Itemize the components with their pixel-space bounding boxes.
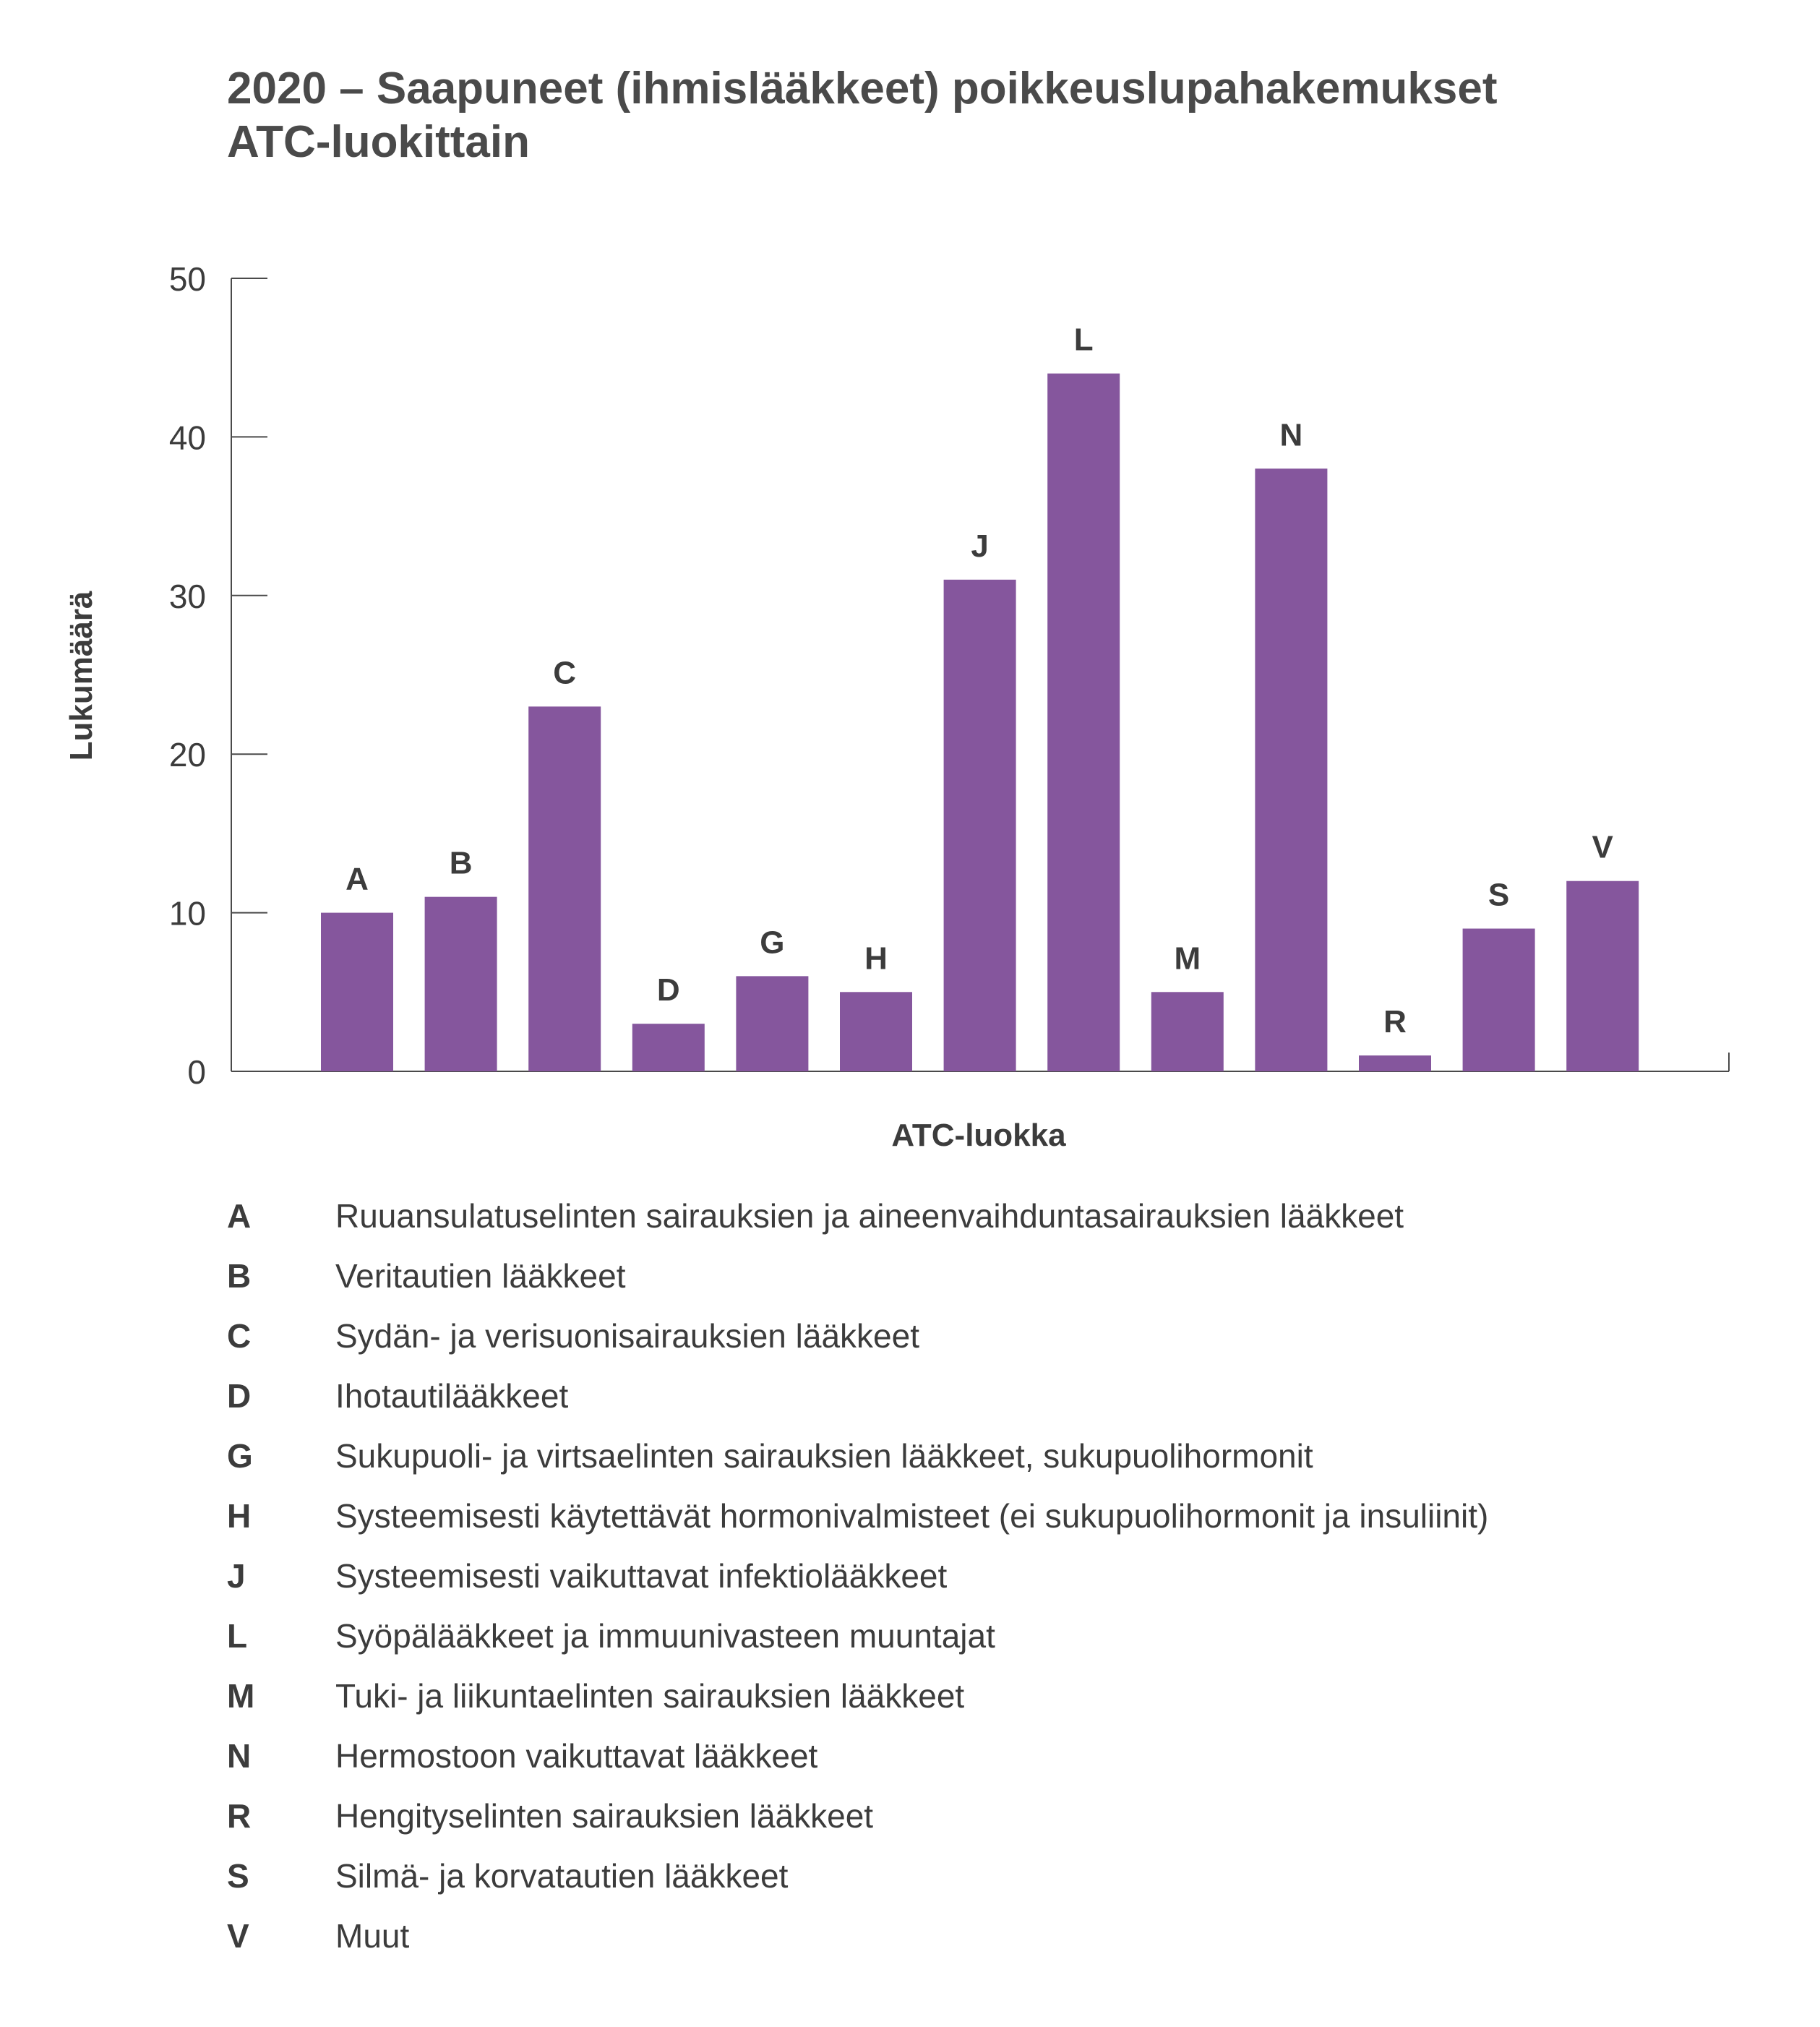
legend-text: Hermostoon vaikuttavat lääkkeet: [335, 1736, 818, 1775]
legend-item: M Tuki- ja liikuntaelinten sairauksien l…: [227, 1666, 1781, 1726]
legend-text: Syöpälääkkeet ja immuunivasteen muuntaja…: [335, 1616, 995, 1655]
bar-d: [632, 1024, 705, 1071]
bar-n: [1255, 468, 1328, 1071]
legend-item: V Muut: [227, 1906, 1781, 1966]
bar-label-l: L: [1074, 322, 1094, 358]
bar-h: [840, 992, 912, 1071]
legend-code: L: [227, 1616, 248, 1655]
legend-item: L Syöpälääkkeet ja immuunivasteen muunta…: [227, 1606, 1781, 1666]
legend-text: Systeemisesti käytettävät hormonivalmist…: [335, 1496, 1489, 1535]
legend-item: N Hermostoon vaikuttavat lääkkeet: [227, 1726, 1781, 1786]
legend-code: N: [227, 1736, 252, 1775]
legend-text: Hengityselinten sairauksien lääkkeet: [335, 1796, 874, 1835]
legend-item: D Ihotautilääkkeet: [227, 1366, 1781, 1426]
bar-j: [943, 579, 1016, 1071]
legend-item: G Sukupuoli- ja virtsaelinten sairauksie…: [227, 1426, 1781, 1486]
legend-text: Systeemisesti vaikuttavat infektiolääkke…: [335, 1556, 948, 1595]
y-tick-label: 40: [169, 419, 206, 456]
bar-c: [528, 706, 601, 1071]
bar-g: [736, 976, 809, 1071]
bar-label-c: C: [553, 655, 576, 690]
y-tick-label: 50: [169, 260, 206, 298]
bar-label-d: D: [657, 972, 680, 1008]
legend-item: S Silmä- ja korvatautien lääkkeet: [227, 1846, 1781, 1906]
chart-title-line-2: ATC-luokittain: [227, 117, 531, 167]
legend-item: C Sydän- ja verisuonisairauksien lääkkee…: [227, 1306, 1781, 1366]
legend-code: M: [227, 1676, 255, 1715]
chart-title: 2020 – Saapuneet (ihmislääkkeet) poikkeu…: [227, 62, 1745, 169]
legend-code: B: [227, 1256, 252, 1295]
bar-label-j: J: [971, 528, 988, 564]
legend-code: D: [227, 1376, 252, 1415]
legend-code: C: [227, 1316, 252, 1355]
bar-s: [1462, 928, 1535, 1071]
legend-code: H: [227, 1496, 252, 1535]
legend-code: S: [227, 1856, 249, 1895]
bar-label-h: H: [864, 940, 888, 976]
legend-item: B Veritautien lääkkeet: [227, 1246, 1781, 1306]
legend-text: Sydän- ja verisuonisairauksien lääkkeet: [335, 1316, 919, 1355]
y-tick-label: 30: [169, 578, 206, 615]
y-tick-label: 10: [169, 895, 206, 933]
chart-title-line-1: 2020 – Saapuneet (ihmislääkkeet) poikkeu…: [227, 64, 1498, 113]
bar-label-b: B: [450, 846, 473, 881]
legend-item: H Systeemisesti käytettävät hormonivalmi…: [227, 1486, 1781, 1546]
bar-label-r: R: [1383, 1004, 1407, 1040]
bar-label-g: G: [760, 925, 784, 960]
bar-a: [321, 912, 393, 1071]
legend-text: Ruuansulatuselinten sairauksien ja ainee…: [335, 1196, 1404, 1235]
legend-text: Sukupuoli- ja virtsaelinten sairauksien …: [335, 1436, 1313, 1475]
legend-code: J: [227, 1556, 246, 1595]
legend-text: Muut: [335, 1916, 410, 1955]
legend-code: V: [227, 1916, 249, 1955]
bar-label-v: V: [1592, 830, 1614, 865]
legend-item: A Ruuansulatuselinten sairauksien ja ain…: [227, 1186, 1781, 1246]
y-tick-label: 0: [187, 1053, 206, 1091]
legend-code: G: [227, 1436, 253, 1475]
legend-text: Tuki- ja liikuntaelinten sairauksien lää…: [335, 1676, 965, 1715]
legend-text: Silmä- ja korvatautien lääkkeet: [335, 1856, 789, 1895]
bar-chart: 0 10 20 30 40 50 Lukumäärä ATC-luokka A B C D G H J L M N…: [64, 260, 1730, 1153]
bar-label-s: S: [1488, 878, 1509, 913]
bar-l: [1047, 373, 1120, 1071]
legend-text: Veritautien lääkkeet: [335, 1256, 626, 1295]
legend-code: A: [227, 1196, 252, 1235]
bar-m: [1151, 992, 1224, 1071]
y-tick-label: 20: [169, 736, 206, 773]
legend-item: J Systeemisesti vaikuttavat infektiolääk…: [227, 1546, 1781, 1606]
x-axis-label: ATC-luokka: [891, 1118, 1066, 1153]
bar-r: [1359, 1055, 1431, 1071]
bar-v: [1566, 880, 1639, 1071]
atc-legend: A Ruuansulatuselinten sairauksien ja ain…: [227, 1186, 1781, 1966]
bar-label-a: A: [345, 862, 369, 897]
bar-b: [424, 896, 497, 1071]
bar-label-m: M: [1174, 940, 1201, 976]
legend-code: R: [227, 1796, 252, 1835]
bar-label-n: N: [1280, 417, 1303, 453]
legend-item: R Hengityselinten sairauksien lääkkeet: [227, 1786, 1781, 1846]
legend-text: Ihotautilääkkeet: [335, 1376, 569, 1415]
y-axis-label: Lukumäärä: [64, 591, 99, 760]
